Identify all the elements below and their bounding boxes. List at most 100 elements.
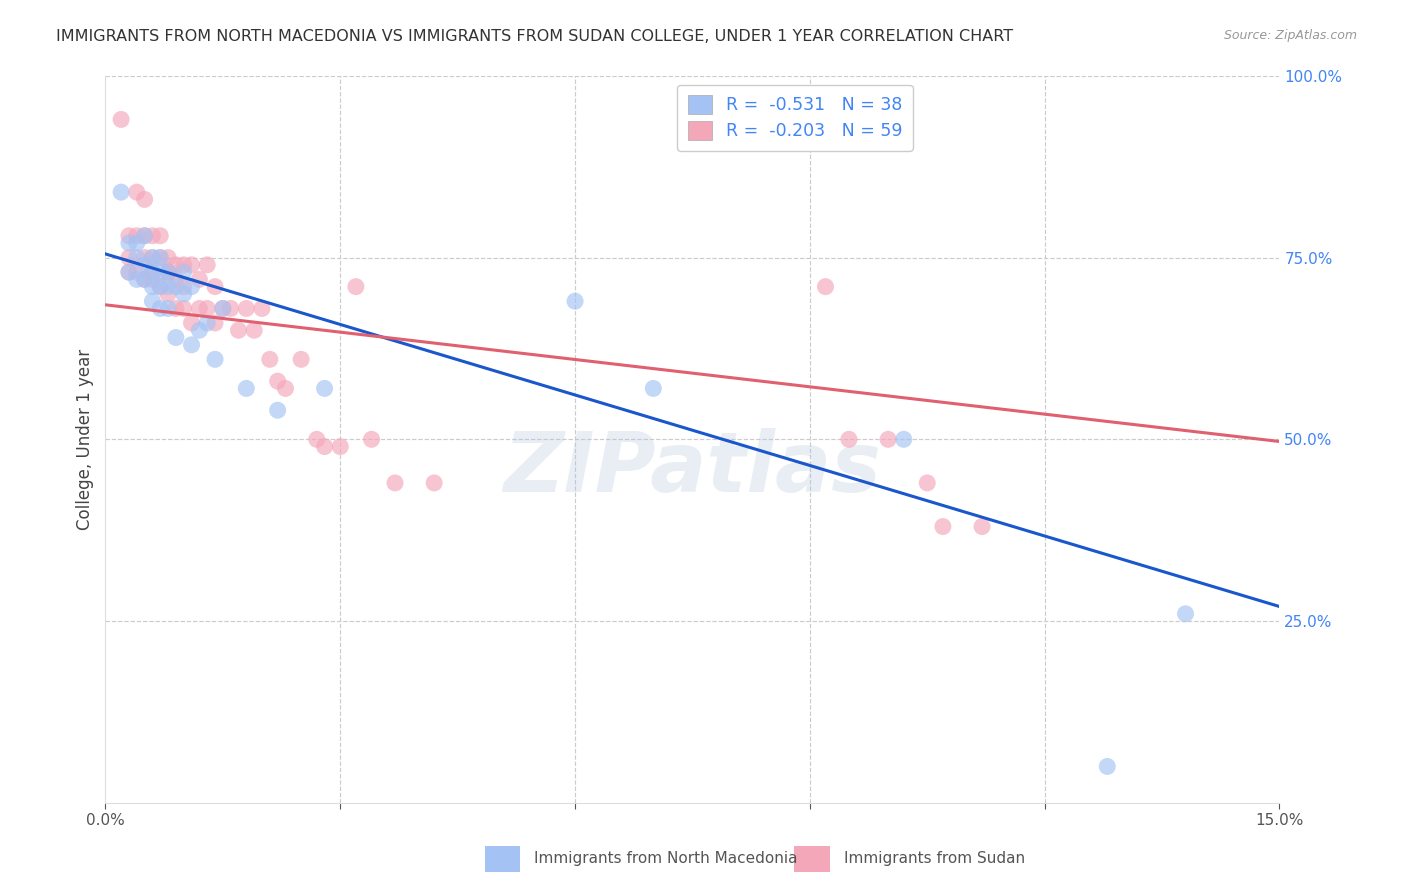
Point bbox=[157, 265, 180, 279]
Point bbox=[134, 251, 156, 265]
Point bbox=[165, 330, 187, 344]
Point bbox=[118, 265, 141, 279]
Point bbox=[173, 301, 195, 316]
Point bbox=[157, 251, 180, 265]
Point bbox=[118, 251, 141, 265]
Point bbox=[274, 381, 297, 395]
Point bbox=[157, 287, 180, 301]
Point bbox=[110, 112, 132, 127]
Point bbox=[915, 475, 938, 490]
Point bbox=[188, 301, 211, 316]
Point bbox=[235, 301, 257, 316]
Point bbox=[141, 265, 163, 279]
Point bbox=[165, 272, 187, 286]
Point bbox=[814, 279, 837, 293]
Point bbox=[211, 301, 233, 316]
Point bbox=[314, 381, 336, 395]
Point bbox=[125, 265, 148, 279]
Point bbox=[266, 403, 288, 417]
Point bbox=[838, 433, 860, 447]
Point bbox=[141, 228, 163, 243]
Text: Immigrants from Sudan: Immigrants from Sudan bbox=[844, 851, 1025, 865]
Text: IMMIGRANTS FROM NORTH MACEDONIA VS IMMIGRANTS FROM SUDAN COLLEGE, UNDER 1 YEAR C: IMMIGRANTS FROM NORTH MACEDONIA VS IMMIG… bbox=[56, 29, 1014, 44]
Point bbox=[643, 381, 665, 395]
Point bbox=[165, 301, 187, 316]
Point bbox=[157, 279, 180, 293]
Point bbox=[149, 228, 172, 243]
Point bbox=[141, 265, 163, 279]
Point bbox=[141, 294, 163, 309]
Point bbox=[228, 323, 250, 337]
Text: Source: ZipAtlas.com: Source: ZipAtlas.com bbox=[1223, 29, 1357, 42]
Point bbox=[157, 265, 180, 279]
Point bbox=[564, 294, 586, 309]
Point bbox=[219, 301, 242, 316]
Point bbox=[149, 301, 172, 316]
Point bbox=[165, 279, 187, 293]
Legend: R =  -0.531   N = 38, R =  -0.203   N = 59: R = -0.531 N = 38, R = -0.203 N = 59 bbox=[678, 85, 912, 151]
Point bbox=[125, 185, 148, 199]
Point bbox=[149, 251, 172, 265]
Point bbox=[141, 279, 163, 293]
Point bbox=[157, 301, 180, 316]
Point bbox=[235, 381, 257, 395]
Point bbox=[893, 433, 915, 447]
Point bbox=[173, 279, 195, 293]
Point bbox=[125, 235, 148, 250]
Point bbox=[173, 287, 195, 301]
Point bbox=[118, 235, 141, 250]
Point bbox=[204, 279, 226, 293]
Point bbox=[125, 272, 148, 286]
Y-axis label: College, Under 1 year: College, Under 1 year bbox=[76, 349, 94, 530]
Point bbox=[118, 265, 141, 279]
Point bbox=[423, 475, 446, 490]
Point bbox=[305, 433, 328, 447]
Point bbox=[250, 301, 273, 316]
Point bbox=[134, 228, 156, 243]
Point bbox=[188, 272, 211, 286]
Point bbox=[290, 352, 312, 367]
Point bbox=[195, 258, 218, 272]
Point bbox=[125, 228, 148, 243]
Point bbox=[149, 265, 172, 279]
Point bbox=[195, 301, 218, 316]
Point bbox=[125, 251, 148, 265]
Point bbox=[134, 193, 156, 207]
Point bbox=[134, 272, 156, 286]
Point bbox=[195, 316, 218, 330]
Point bbox=[134, 272, 156, 286]
Point bbox=[1174, 607, 1197, 621]
Point bbox=[1097, 759, 1119, 773]
Point bbox=[173, 258, 195, 272]
Point bbox=[932, 519, 955, 533]
Point bbox=[149, 279, 172, 293]
Point bbox=[188, 323, 211, 337]
Point bbox=[266, 374, 288, 388]
Point bbox=[259, 352, 281, 367]
Point bbox=[149, 279, 172, 293]
Point bbox=[180, 338, 202, 352]
Point bbox=[141, 272, 163, 286]
Point bbox=[360, 433, 382, 447]
Point bbox=[211, 301, 233, 316]
Point bbox=[118, 228, 141, 243]
Point bbox=[180, 316, 202, 330]
Point bbox=[877, 433, 900, 447]
Point bbox=[314, 440, 336, 454]
Point bbox=[134, 258, 156, 272]
Point bbox=[204, 316, 226, 330]
Point bbox=[384, 475, 406, 490]
Point bbox=[970, 519, 993, 533]
Point bbox=[180, 279, 202, 293]
Text: ZIPatlas: ZIPatlas bbox=[503, 428, 882, 509]
Text: Immigrants from North Macedonia: Immigrants from North Macedonia bbox=[534, 851, 797, 865]
Point bbox=[204, 352, 226, 367]
Point bbox=[173, 265, 195, 279]
Point bbox=[344, 279, 367, 293]
Point bbox=[134, 228, 156, 243]
Point bbox=[180, 258, 202, 272]
Point bbox=[110, 185, 132, 199]
Point bbox=[149, 251, 172, 265]
Point bbox=[141, 251, 163, 265]
Point bbox=[165, 258, 187, 272]
